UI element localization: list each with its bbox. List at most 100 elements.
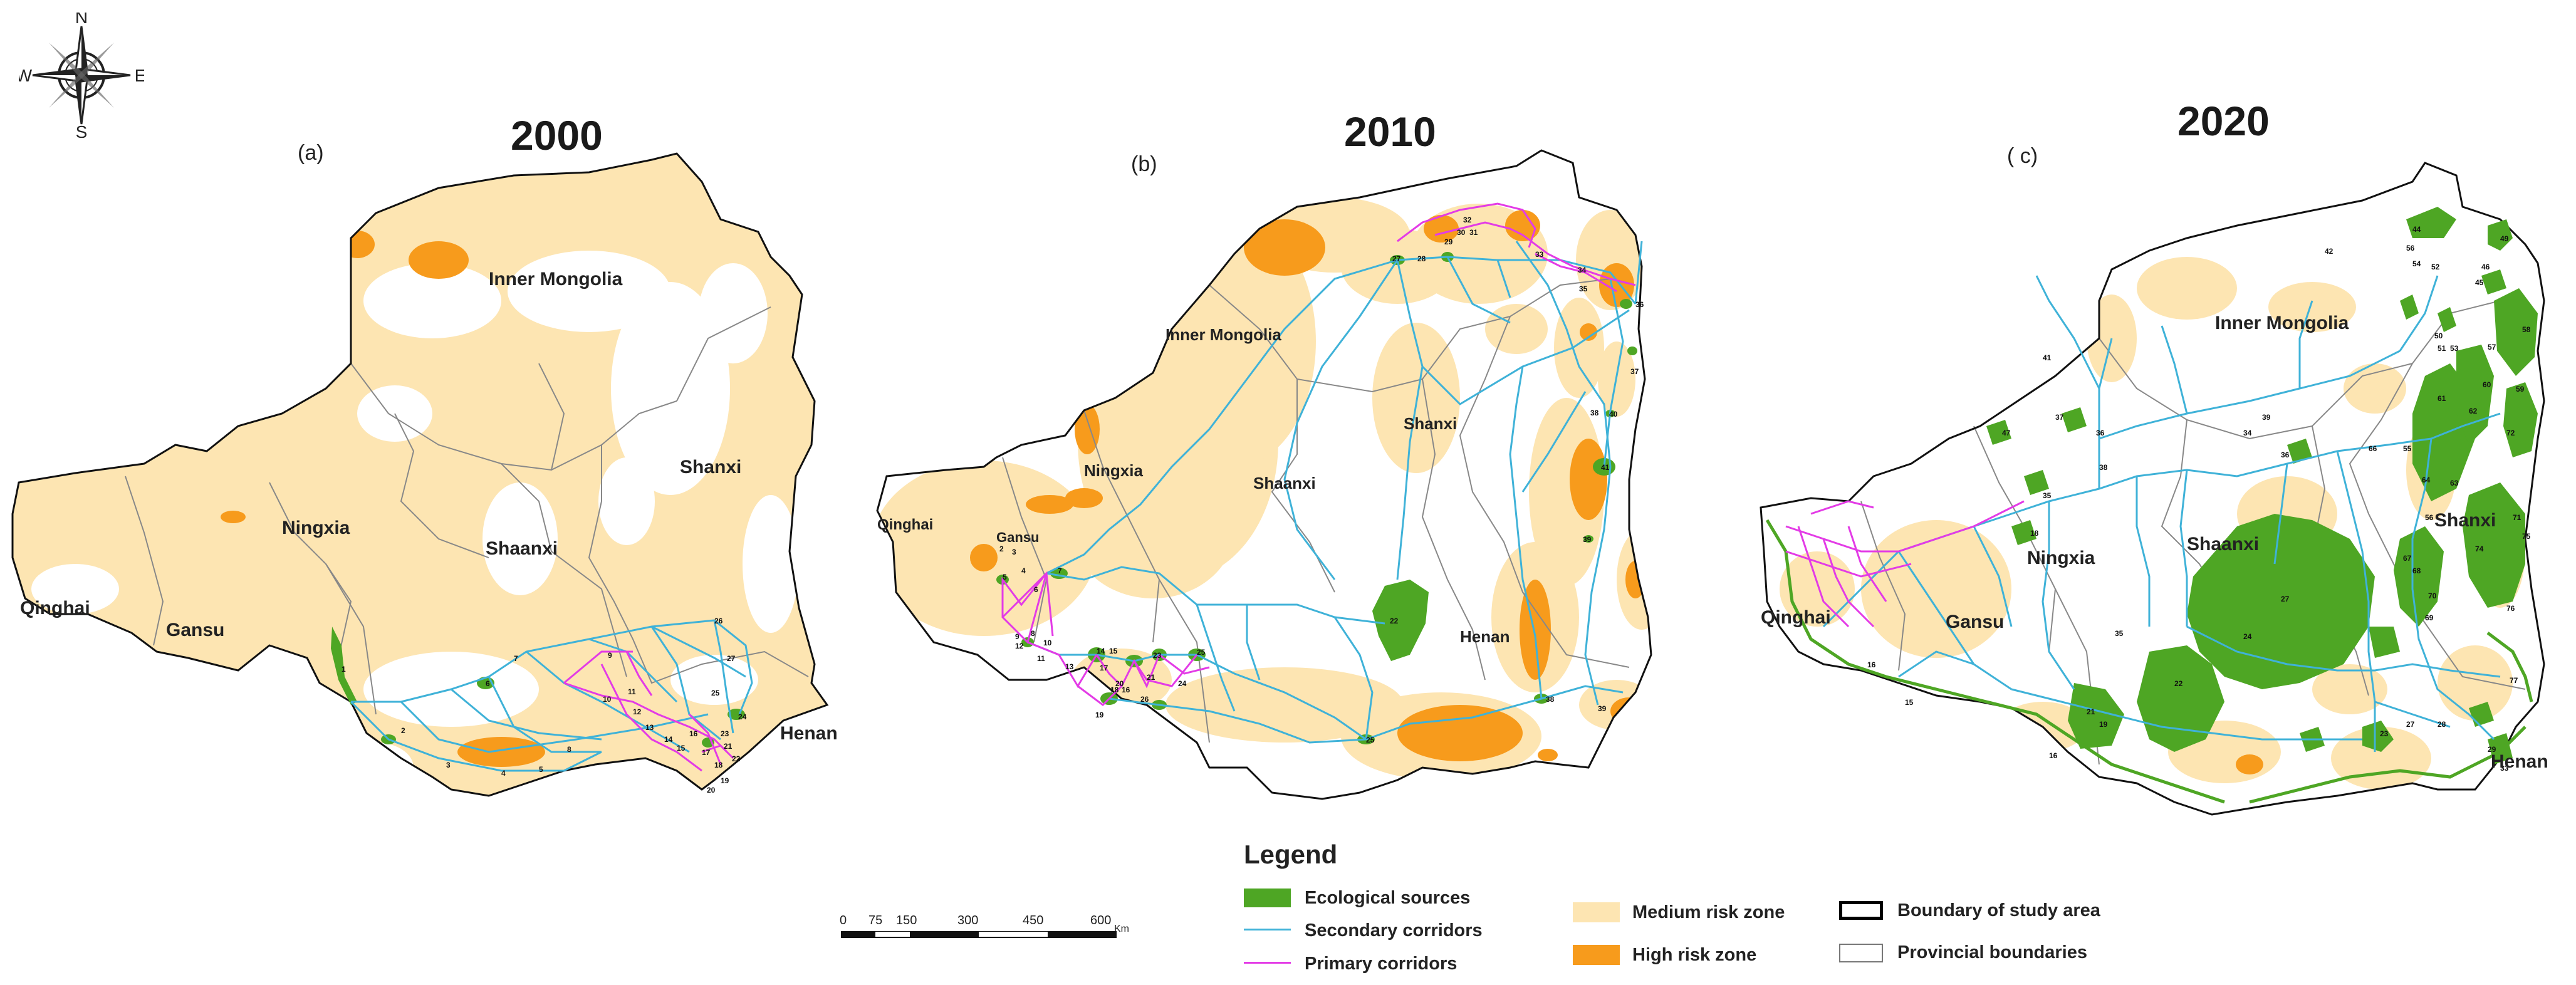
svg-text:6: 6	[486, 679, 490, 688]
prov-gansu-c: Gansu	[1946, 612, 2004, 632]
svg-text:20: 20	[1115, 679, 1124, 688]
svg-text:33: 33	[1535, 250, 1544, 259]
svg-text:39: 39	[2262, 413, 2271, 422]
svg-text:21: 21	[724, 742, 733, 751]
svg-text:1: 1	[342, 665, 346, 674]
svg-text:40: 40	[1609, 410, 1618, 419]
svg-text:18: 18	[1110, 685, 1119, 694]
svg-text:70: 70	[2428, 592, 2437, 600]
svg-text:53: 53	[2450, 344, 2459, 353]
svg-text:27: 27	[2406, 720, 2415, 729]
legend-title: Legend	[1244, 840, 1338, 869]
svg-text:34: 34	[2243, 429, 2252, 437]
svg-text:66: 66	[2369, 444, 2377, 453]
svg-text:49: 49	[2500, 234, 2509, 243]
svg-text:2: 2	[999, 545, 1004, 553]
svg-text:19: 19	[2099, 720, 2108, 729]
legend-swatch-provincial-boundaries	[1839, 944, 1883, 962]
compass-icon: N S E W	[19, 13, 144, 138]
legend-swatch-primary-corridors	[1244, 962, 1291, 964]
svg-text:15: 15	[1905, 698, 1914, 707]
svg-text:15: 15	[1109, 647, 1118, 655]
svg-text:16: 16	[689, 729, 698, 738]
scale-bar: 0 75 150 300 450 600 Km	[833, 902, 1129, 940]
prov-inner-mongolia-b: Inner Mongolia	[1165, 325, 1281, 344]
legend-swatch-high-risk	[1573, 945, 1620, 965]
svg-text:63: 63	[2450, 479, 2459, 487]
panel-a-label: (a)	[298, 141, 324, 165]
prov-gansu-a: Gansu	[166, 620, 224, 640]
svg-text:14: 14	[664, 735, 673, 744]
svg-text:29: 29	[1444, 237, 1453, 246]
prov-qinghai-c: Qinghai	[1761, 607, 1831, 628]
legend-label-high-risk: High risk zone	[1632, 945, 1757, 965]
svg-text:23: 23	[721, 729, 729, 738]
svg-text:55: 55	[2403, 444, 2412, 453]
svg-text:7: 7	[514, 654, 518, 663]
svg-text:38: 38	[1590, 409, 1599, 417]
svg-text:22: 22	[1390, 617, 1399, 625]
svg-text:35: 35	[2115, 629, 2124, 638]
svg-text:14: 14	[1097, 647, 1105, 655]
svg-text:10: 10	[603, 695, 612, 704]
svg-text:35: 35	[2043, 491, 2052, 500]
svg-text:30: 30	[1457, 228, 1466, 237]
legend-swatch-secondary-corridors	[1244, 929, 1291, 930]
svg-text:11: 11	[1037, 654, 1045, 663]
scale-tick-600: 600	[1090, 914, 1112, 927]
svg-text:26: 26	[1140, 695, 1149, 704]
svg-text:51: 51	[2438, 344, 2446, 353]
svg-text:18: 18	[2030, 529, 2039, 538]
prov-shaanxi-a: Shaanxi	[486, 538, 558, 559]
prov-qinghai-b: Qinghai	[877, 516, 933, 533]
svg-text:5: 5	[539, 765, 543, 774]
compass-s-label: S	[76, 122, 88, 138]
svg-text:24: 24	[738, 712, 747, 721]
svg-text:19: 19	[721, 776, 729, 785]
prov-henan-b: Henan	[1460, 627, 1510, 646]
scale-tick-300: 300	[957, 914, 979, 927]
prov-shanxi-c: Shanxi	[2434, 510, 2496, 531]
svg-text:24: 24	[2243, 632, 2252, 641]
svg-text:68: 68	[2412, 566, 2421, 575]
svg-text:37: 37	[1630, 367, 1639, 376]
svg-text:19: 19	[1095, 711, 1104, 719]
scale-unit: Km	[1114, 924, 1129, 934]
legend-label-secondary-corridors: Secondary corridors	[1305, 920, 1483, 941]
scale-tick-0: 0	[840, 914, 847, 927]
svg-text:34: 34	[1578, 266, 1587, 274]
svg-text:27: 27	[1392, 254, 1401, 263]
panel-c-label: ( c)	[2007, 144, 2038, 168]
prov-ningxia-b: Ningxia	[1084, 461, 1143, 480]
svg-text:27: 27	[727, 654, 736, 663]
svg-text:4: 4	[501, 769, 506, 778]
svg-text:45: 45	[2475, 278, 2484, 287]
svg-text:23: 23	[2380, 729, 2389, 738]
svg-text:35: 35	[1579, 284, 1588, 293]
svg-text:64: 64	[2422, 476, 2431, 484]
svg-text:58: 58	[2522, 325, 2531, 334]
svg-text:22: 22	[732, 754, 741, 763]
prov-shaanxi-b: Shaanxi	[1253, 474, 1316, 492]
svg-text:32: 32	[1463, 216, 1472, 224]
legend-label-primary-corridors: Primary corridors	[1305, 954, 1457, 974]
svg-text:67: 67	[2403, 554, 2412, 563]
svg-text:3: 3	[1012, 548, 1016, 556]
scale-bar-graphic	[841, 931, 1117, 938]
svg-text:9: 9	[1015, 632, 1019, 641]
panel-a-year: 2000	[511, 112, 603, 159]
prov-inner-mongolia-c: Inner Mongolia	[2215, 313, 2349, 333]
svg-text:74: 74	[2475, 545, 2484, 553]
svg-text:50: 50	[2434, 331, 2443, 340]
compass-w-label: W	[19, 66, 33, 85]
svg-text:36: 36	[1635, 300, 1644, 309]
svg-text:4: 4	[1021, 566, 1026, 575]
legend-swatch-medium-risk	[1573, 902, 1620, 922]
svg-text:56: 56	[2406, 244, 2415, 253]
svg-text:61: 61	[2438, 394, 2446, 403]
svg-text:72: 72	[2506, 429, 2515, 437]
legend-label-provincial-boundaries: Provincial boundaries	[1897, 942, 2087, 962]
legend-label-medium-risk: Medium risk zone	[1632, 902, 1785, 922]
svg-text:26: 26	[714, 617, 723, 625]
